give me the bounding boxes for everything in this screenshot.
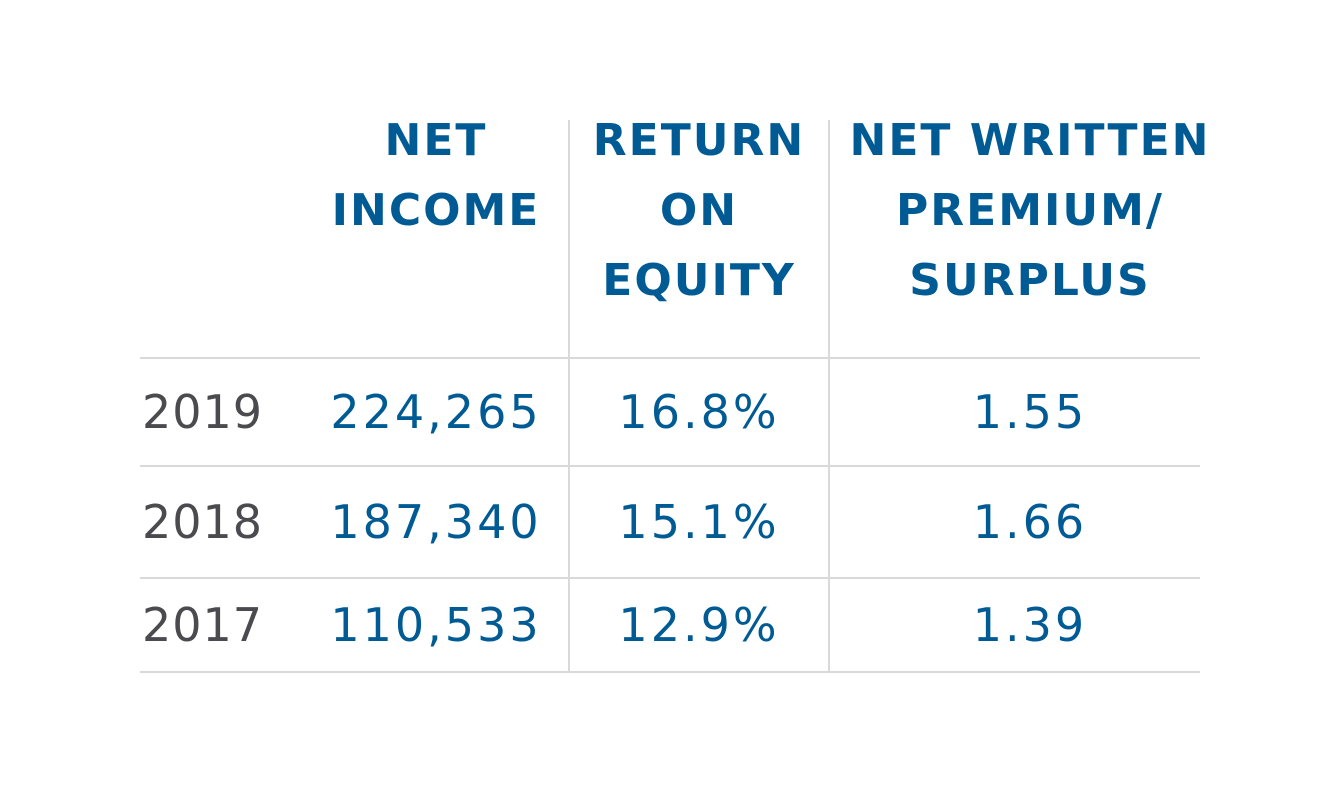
- table-cell: 15.1%: [618, 495, 779, 549]
- row-year-label: 2018: [142, 495, 263, 549]
- table-row: 2019 224,265 16.8% 1.55: [142, 385, 1087, 439]
- column-header-line: PREMIUM/: [896, 185, 1164, 236]
- column-header-line: NET WRITTEN: [850, 115, 1211, 166]
- table-cell: 110,533: [330, 598, 541, 652]
- table-cell: 16.8%: [618, 385, 779, 439]
- column-header-line: INCOME: [332, 185, 541, 236]
- row-year-label: 2019: [142, 385, 263, 439]
- column-header-line: NET: [385, 115, 488, 166]
- table-cell: 12.9%: [618, 598, 779, 652]
- column-header-1: NET INCOME: [332, 115, 541, 236]
- table-cell: 187,340: [330, 495, 541, 549]
- column-header-line: ON: [660, 185, 738, 236]
- column-header-line: RETURN: [593, 115, 805, 166]
- row-year-label: 2017: [142, 598, 263, 652]
- column-header-2: RETURN ON EQUITY: [593, 115, 805, 306]
- column-header-line: SURPLUS: [909, 255, 1150, 306]
- table-row: 2018 187,340 15.1% 1.66: [142, 495, 1087, 549]
- column-header-line: EQUITY: [602, 255, 795, 306]
- table-row: 2017 110,533 12.9% 1.39: [142, 598, 1087, 652]
- table-cell: 1.55: [973, 385, 1087, 439]
- column-header-3: NET WRITTEN PREMIUM/SURPLUS: [850, 115, 1211, 306]
- table-cell: 1.66: [973, 495, 1087, 549]
- table-cell: 1.39: [973, 598, 1087, 652]
- table-cell: 224,265: [330, 385, 541, 439]
